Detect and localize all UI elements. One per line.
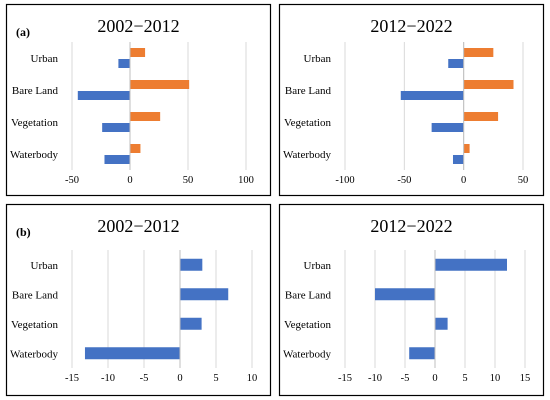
- bar: [375, 288, 435, 301]
- chart-title: 2012−2022: [370, 216, 452, 236]
- chart-title: 2012−2022: [370, 16, 452, 36]
- chart-panel-4: 2012−2022 -15 -10 -5 0 5 10 15 Urban Bare Land Veg…: [278, 203, 545, 397]
- bar: [431, 123, 464, 132]
- bar: [130, 144, 141, 153]
- bar: [452, 155, 464, 164]
- bar: [463, 144, 470, 153]
- bar: [435, 317, 448, 330]
- panel-label: (b): [16, 225, 31, 239]
- x-tick-label: -50: [65, 175, 79, 186]
- x-tick-label: -50: [397, 175, 411, 186]
- x-tick-label: 5: [213, 373, 218, 384]
- category-label: Urban: [304, 53, 332, 65]
- category-label: Urban: [31, 53, 59, 65]
- category-label: Waterbody: [283, 149, 331, 161]
- x-tick-label: -15: [65, 373, 79, 384]
- category-label: Urban: [304, 260, 332, 272]
- x-tick-label: 0: [432, 373, 437, 384]
- x-tick-label: 10: [490, 373, 501, 384]
- x-tick-label: -5: [140, 373, 149, 384]
- x-tick-label: -5: [401, 373, 410, 384]
- category-label: Bare Land: [12, 85, 59, 97]
- category-label: Bare Land: [285, 85, 332, 97]
- x-tick-label: 100: [238, 175, 254, 186]
- x-tick-label: 10: [247, 373, 258, 384]
- x-tick-label: 15: [520, 373, 531, 384]
- bar: [130, 48, 146, 57]
- bar: [463, 112, 499, 121]
- panel-frame: [5, 3, 272, 197]
- panel-label: (a): [16, 25, 30, 39]
- bar: [180, 288, 229, 301]
- chart-title: 2002−2012: [97, 216, 179, 236]
- bar: [463, 48, 494, 57]
- x-tick-label: 5: [462, 373, 467, 384]
- chart-title: 2002−2012: [97, 16, 179, 36]
- bar: [448, 59, 464, 68]
- chart-panel-2: 2012−2022 -100 -50 0 50 Urban Bare Land Vegetat…: [278, 3, 545, 197]
- x-tick-label: 50: [183, 175, 194, 186]
- category-label: Waterbody: [10, 149, 58, 161]
- x-tick-label: -10: [368, 373, 382, 384]
- x-tick-label: 50: [518, 175, 529, 186]
- bar: [400, 91, 464, 100]
- category-label: Vegetation: [284, 117, 332, 129]
- x-tick-label: 0: [177, 373, 182, 384]
- bar: [84, 347, 180, 360]
- category-label: Waterbody: [283, 348, 331, 360]
- category-label: Vegetation: [11, 117, 59, 129]
- chart-panel-3: 2002−2012 (b) -15 -10 -5 0 5 10 Urban Bare Land Ve…: [5, 203, 272, 397]
- bar: [463, 80, 514, 89]
- bar: [102, 123, 130, 132]
- bar: [104, 155, 130, 164]
- bar: [118, 59, 130, 68]
- bar: [180, 258, 203, 271]
- category-label: Bare Land: [12, 289, 59, 301]
- category-label: Urban: [31, 260, 59, 272]
- category-label: Waterbody: [10, 348, 58, 360]
- category-label: Vegetation: [11, 319, 59, 331]
- x-tick-label: 0: [127, 175, 132, 186]
- x-tick-label: -100: [335, 175, 354, 186]
- category-label: Bare Land: [285, 289, 332, 301]
- x-tick-label: 0: [461, 175, 466, 186]
- bar: [77, 91, 130, 100]
- chart-panel-1: 2002−2012 (a) -50 0 50 100 Urban Bare Land Veget…: [5, 3, 272, 197]
- x-tick-label: -15: [338, 373, 352, 384]
- bar: [435, 258, 507, 271]
- bar: [409, 347, 435, 360]
- bar: [130, 80, 190, 89]
- category-label: Vegetation: [284, 319, 332, 331]
- bar: [180, 317, 202, 330]
- bar: [130, 112, 161, 121]
- x-tick-label: -10: [101, 373, 115, 384]
